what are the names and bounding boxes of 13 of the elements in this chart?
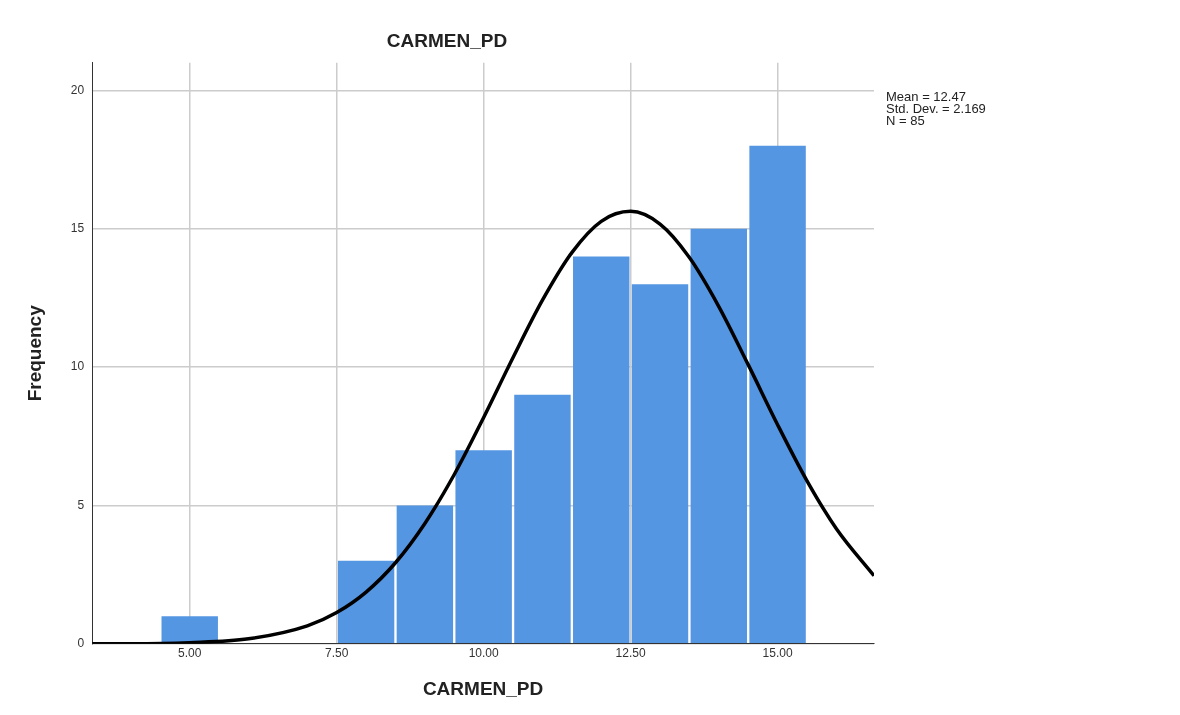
y-tick-label: 10 (70, 359, 85, 374)
x-tick-label: 7.50 (325, 646, 349, 661)
x-tick-label: 5.00 (178, 646, 202, 661)
y-tick-label: 5 (77, 497, 85, 512)
chart-title: CARMEN_PD (386, 29, 508, 51)
y-axis-title: Frequency (23, 304, 45, 402)
y-tick-label: 15 (70, 221, 85, 236)
x-tick-label: 10.00 (468, 646, 499, 661)
x-tick-label: 12.50 (615, 646, 646, 661)
x-tick-label: 15.00 (762, 646, 793, 661)
y-tick-label: 20 (70, 82, 85, 97)
y-tick-label: 0 (77, 636, 85, 651)
x-axis-title: CARMEN_PD (422, 677, 544, 699)
